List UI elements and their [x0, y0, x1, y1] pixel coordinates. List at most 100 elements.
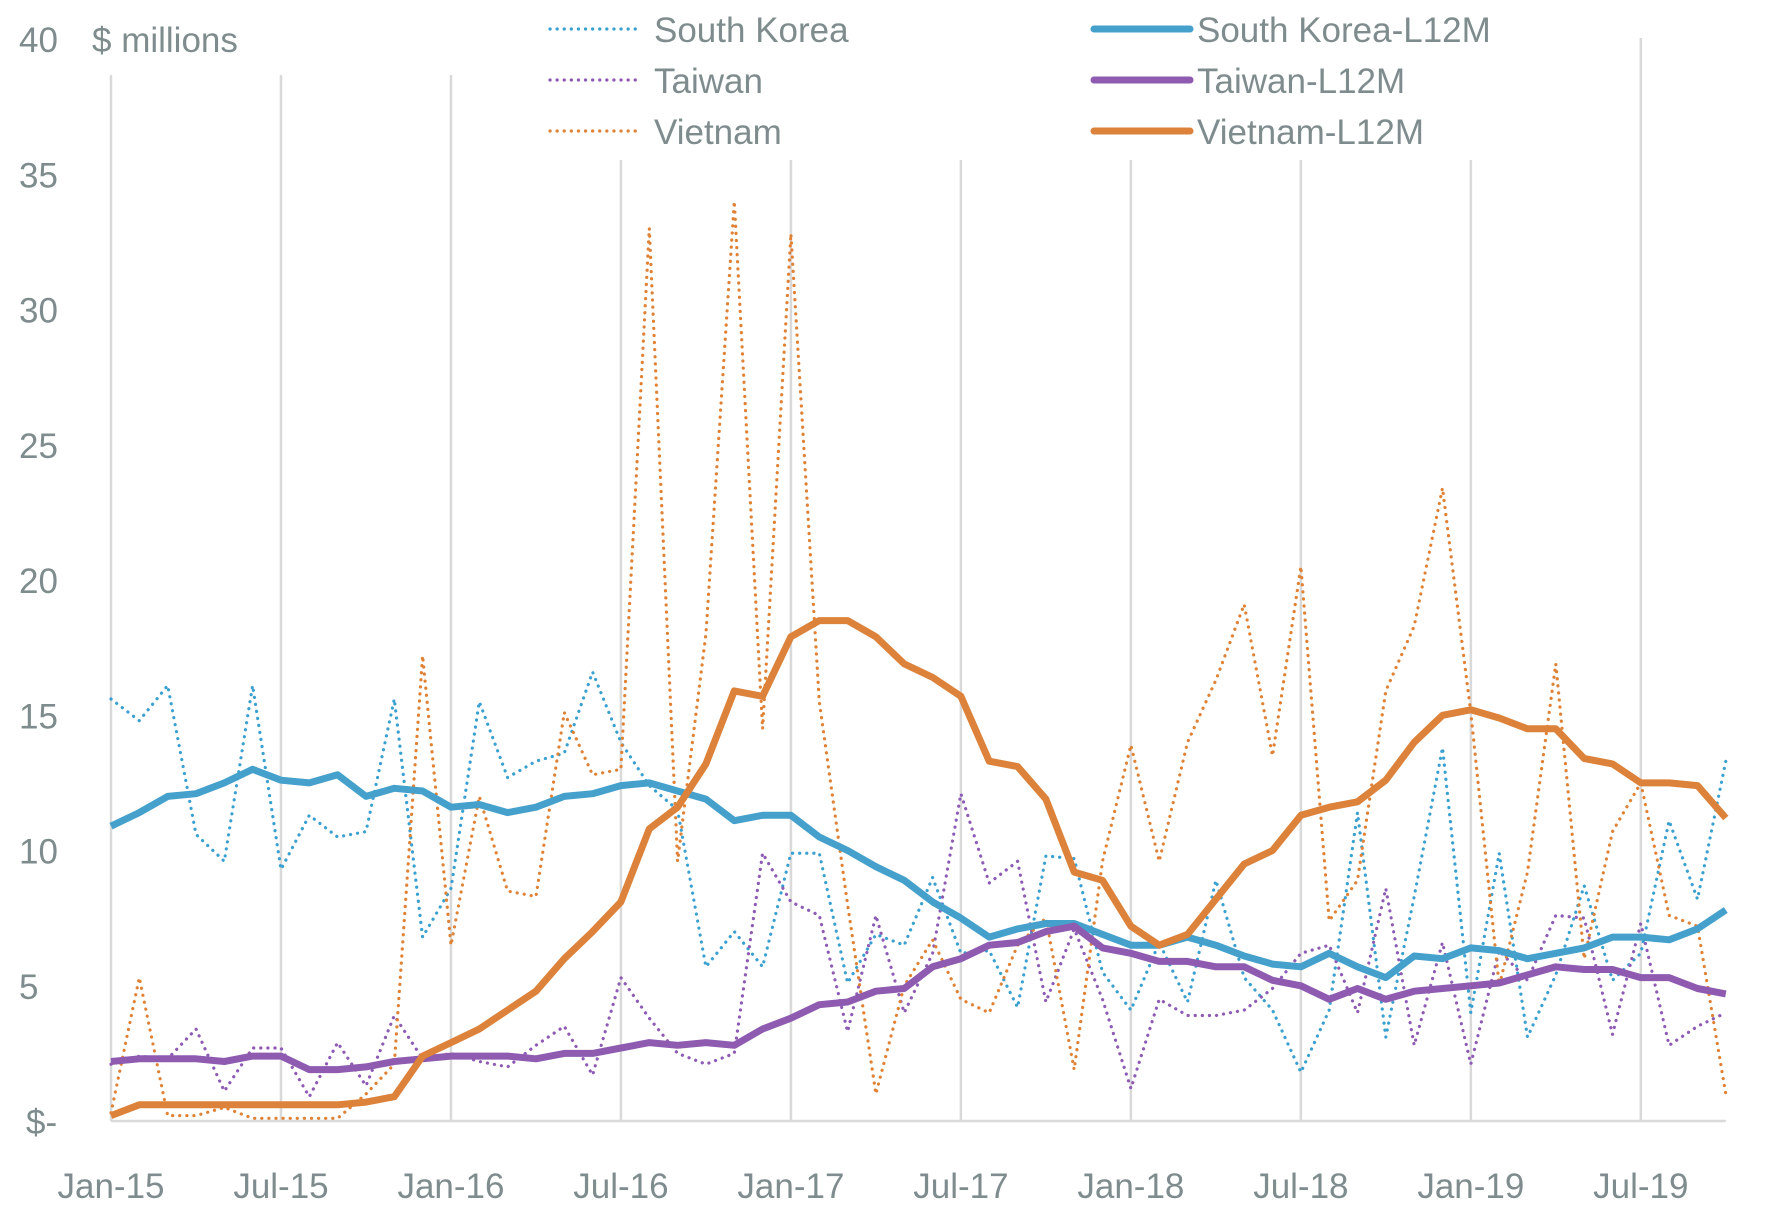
point-vietnam	[1526, 870, 1530, 874]
point-south-korea	[1582, 884, 1586, 888]
point-taiwan	[761, 851, 765, 855]
y-tick-label: 25	[19, 427, 58, 466]
point-taiwan-l12m	[1016, 941, 1020, 945]
point-vietnam	[1724, 1092, 1728, 1096]
point-south-korea	[1526, 1035, 1530, 1039]
point-taiwan	[477, 1060, 481, 1064]
point-vietnam	[959, 997, 963, 1001]
point-south-korea-l12m	[1582, 946, 1586, 950]
x-tick-label: Jan-16	[397, 1167, 504, 1206]
point-taiwan-l12m	[1384, 997, 1388, 1001]
point-taiwan-l12m	[1327, 997, 1331, 1001]
point-vietnam	[1441, 486, 1445, 490]
point-vietnam-l12m	[1639, 781, 1643, 785]
point-south-korea	[421, 935, 425, 939]
legend-item-taiwan-l12m: Taiwan-L12M	[1090, 62, 1405, 101]
point-vietnam-l12m	[817, 619, 821, 623]
point-taiwan-l12m	[279, 1054, 283, 1058]
point-vietnam-l12m	[931, 675, 935, 679]
point-south-korea-l12m	[959, 916, 963, 920]
point-vietnam	[1611, 830, 1615, 834]
point-south-korea	[307, 813, 311, 817]
point-taiwan	[591, 1073, 595, 1077]
point-taiwan-l12m	[1356, 987, 1360, 991]
point-vietnam-l12m	[1667, 781, 1671, 785]
point-vietnam	[931, 938, 935, 942]
point-south-korea-l12m	[1526, 957, 1530, 961]
point-vietnam-l12m	[1101, 878, 1105, 882]
point-south-korea	[279, 867, 283, 871]
series-south-korea	[109, 670, 1728, 1074]
point-south-korea	[1129, 1008, 1133, 1012]
series-vietnam-l12m	[109, 617, 1729, 1119]
point-south-korea-l12m	[1327, 951, 1331, 955]
point-south-korea	[336, 835, 340, 839]
point-taiwan-l12m	[1526, 973, 1530, 977]
point-south-korea-l12m	[477, 803, 481, 807]
point-vietnam	[1072, 1068, 1076, 1072]
point-taiwan	[704, 1062, 708, 1066]
point-south-korea	[1667, 819, 1671, 823]
series-taiwan-l12m	[110, 922, 1727, 1074]
point-taiwan-l12m	[449, 1054, 453, 1058]
point-south-korea-l12m	[1129, 943, 1133, 947]
point-vietnam-l12m	[959, 694, 963, 698]
legend: South Korea Taiwan Vietnam South Korea-L12M…	[548, 11, 1491, 152]
point-taiwan	[619, 976, 623, 980]
point-south-korea	[506, 776, 510, 780]
point-taiwan-l12m	[732, 1043, 736, 1047]
point-south-korea	[874, 932, 878, 936]
point-taiwan	[987, 881, 991, 885]
point-vietnam-l12m	[1412, 740, 1416, 744]
point-taiwan-l12m	[1242, 965, 1246, 969]
point-taiwan-l12m	[1554, 965, 1558, 969]
point-vietnam	[166, 1114, 170, 1118]
point-taiwan-l12m	[1044, 930, 1048, 934]
point-taiwan	[1441, 941, 1445, 945]
point-vietnam	[732, 199, 736, 203]
point-taiwan-l12m	[477, 1054, 481, 1058]
y-tick-label: 40	[19, 21, 58, 60]
point-vietnam	[1412, 624, 1416, 628]
point-vietnam	[449, 943, 453, 947]
point-south-korea	[704, 965, 708, 969]
point-taiwan-l12m	[1696, 987, 1700, 991]
point-taiwan-l12m	[336, 1068, 340, 1072]
point-taiwan	[534, 1043, 538, 1047]
point-south-korea	[591, 670, 595, 674]
point-vietnam-l12m	[1441, 713, 1445, 717]
point-south-korea	[1696, 897, 1700, 901]
point-vietnam	[647, 226, 651, 230]
point-taiwan	[1639, 922, 1643, 926]
point-south-korea	[1356, 811, 1360, 815]
point-vietnam-l12m	[647, 827, 651, 831]
point-south-korea-l12m	[1441, 957, 1445, 961]
point-taiwan-l12m	[902, 987, 906, 991]
point-south-korea-l12m	[817, 835, 821, 839]
point-taiwan-l12m	[704, 1041, 708, 1045]
point-vietnam	[194, 1114, 198, 1118]
point-vietnam	[336, 1116, 340, 1120]
point-vietnam	[251, 1116, 255, 1120]
point-south-korea	[1327, 1008, 1331, 1012]
point-vietnam	[1186, 740, 1190, 744]
point-south-korea-l12m	[591, 792, 595, 796]
point-taiwan	[874, 913, 878, 917]
point-south-korea-l12m	[1214, 943, 1218, 947]
point-vietnam-l12m	[166, 1103, 170, 1107]
point-vietnam	[789, 232, 793, 236]
point-taiwan	[1412, 1043, 1416, 1047]
point-vietnam	[704, 632, 708, 636]
point-vietnam-l12m	[1384, 778, 1388, 782]
point-taiwan	[959, 792, 963, 796]
legend-label: Taiwan	[654, 62, 763, 101]
point-south-korea	[109, 697, 113, 701]
point-south-korea	[1497, 851, 1501, 855]
y-tick-label: 5	[19, 968, 38, 1007]
point-south-korea	[392, 697, 396, 701]
y-tick-label: 35	[19, 156, 58, 195]
point-south-korea	[1271, 1008, 1275, 1012]
point-vietnam	[1101, 859, 1105, 863]
point-south-korea	[1639, 951, 1643, 955]
point-south-korea	[1724, 759, 1728, 763]
